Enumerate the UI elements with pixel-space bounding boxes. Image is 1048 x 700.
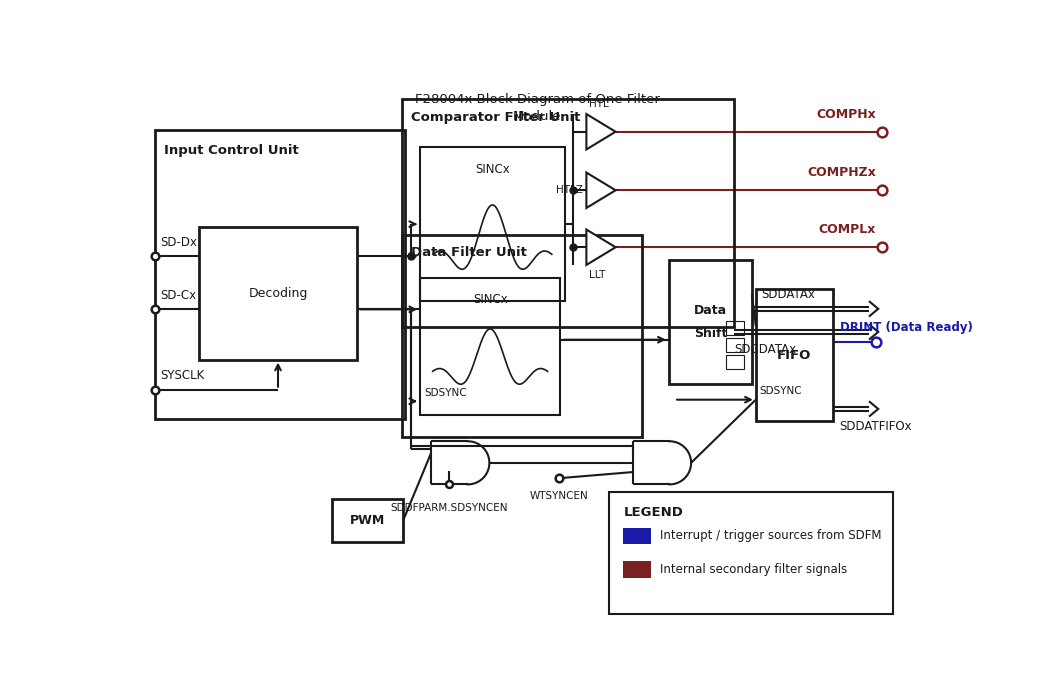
Text: Shift: Shift xyxy=(694,327,727,340)
Bar xyxy=(420,278,561,415)
Bar xyxy=(332,499,403,542)
Bar xyxy=(669,260,751,384)
Text: Interrupt / trigger sources from SDFM: Interrupt / trigger sources from SDFM xyxy=(659,529,881,542)
Text: PWM: PWM xyxy=(350,514,386,527)
Text: SDSYNC: SDSYNC xyxy=(760,386,803,396)
Text: SYSCLK: SYSCLK xyxy=(160,369,204,382)
Bar xyxy=(726,321,744,335)
Text: SINCx: SINCx xyxy=(475,162,509,176)
Text: HTL: HTL xyxy=(589,99,609,109)
Text: LEGEND: LEGEND xyxy=(624,506,683,519)
Text: SD-Dx: SD-Dx xyxy=(160,236,198,248)
Bar xyxy=(401,235,641,437)
Text: Internal secondary filter signals: Internal secondary filter signals xyxy=(659,564,847,576)
Text: Data: Data xyxy=(694,304,727,317)
Text: Comparator Filter Unit: Comparator Filter Unit xyxy=(411,111,581,124)
Text: HTLZ: HTLZ xyxy=(556,186,584,195)
Text: Decoding: Decoding xyxy=(248,287,308,300)
Text: SDDATAx: SDDATAx xyxy=(761,288,815,301)
Text: COMPHZx: COMPHZx xyxy=(807,167,876,179)
Polygon shape xyxy=(587,230,615,265)
Text: SDSYNC: SDSYNC xyxy=(424,389,467,398)
Text: COMPLx: COMPLx xyxy=(818,223,876,237)
Text: SD-Cx: SD-Cx xyxy=(160,288,197,302)
Text: SDDATFIFOx: SDDATFIFOx xyxy=(838,420,912,433)
Polygon shape xyxy=(587,172,615,208)
Text: F28004x Block Diagram of One Filter
Module: F28004x Block Diagram of One Filter Modu… xyxy=(415,93,659,123)
Bar xyxy=(624,561,651,578)
Text: DRINT (Data Ready): DRINT (Data Ready) xyxy=(840,321,974,335)
Text: WTSYNCEN: WTSYNCEN xyxy=(529,491,588,500)
Text: FIFO: FIFO xyxy=(778,349,811,361)
Text: Data Filter Unit: Data Filter Unit xyxy=(411,246,527,260)
Bar xyxy=(624,528,651,545)
Text: SDDFPARM.SDSYNCEN: SDDFPARM.SDSYNCEN xyxy=(391,503,508,513)
Bar xyxy=(610,492,893,614)
Bar xyxy=(726,355,744,369)
Text: SDCDATAx: SDCDATAx xyxy=(734,343,796,356)
Bar xyxy=(155,130,406,419)
Bar xyxy=(726,338,744,352)
Text: COMPHx: COMPHx xyxy=(816,108,876,121)
Bar xyxy=(420,147,565,301)
Bar xyxy=(199,228,357,360)
Bar xyxy=(756,289,833,421)
Text: SINCx: SINCx xyxy=(473,293,507,307)
Text: LLT: LLT xyxy=(589,270,606,279)
Text: Input Control Unit: Input Control Unit xyxy=(165,144,299,157)
Polygon shape xyxy=(587,114,615,150)
Bar xyxy=(401,99,735,326)
